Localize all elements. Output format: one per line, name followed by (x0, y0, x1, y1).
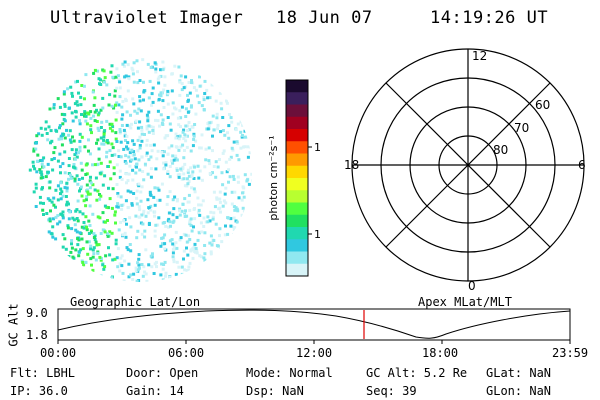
orbit-x-tick-0000: 00:00 (40, 346, 77, 360)
speckle-layer (28, 58, 252, 282)
orbit-altitude-curve (57, 309, 571, 339)
info-gain: Gain: 14 (126, 384, 184, 398)
info-filter: Flt: LBHL (10, 366, 76, 380)
colorbar-band (286, 153, 308, 167)
colorbar-band (286, 214, 308, 228)
colorbar-band (286, 251, 308, 265)
colorbar-band (286, 165, 308, 179)
orbit-x-tick-1200: 12:00 (296, 346, 333, 360)
orbit-x-tick-0600: 06:00 (168, 346, 205, 360)
lat-label-80: 80 (493, 143, 508, 157)
app-title: Ultraviolet Imager (50, 8, 244, 28)
colorbar-band (286, 129, 308, 142)
date-label: 18 Jun 07 (276, 8, 373, 28)
info-ip: IP: 36.0 (10, 384, 68, 398)
colorbar-unit-label: photon cm⁻²s⁻¹ (267, 135, 280, 220)
info-dsp: Dsp: NaN (246, 384, 304, 398)
colorbar-band (286, 263, 308, 277)
info-glat: GLat: NaN (486, 366, 552, 380)
info-door: Door: Open (126, 366, 199, 380)
lat-label-60: 60 (535, 98, 550, 112)
uv-earth-image (28, 58, 252, 282)
mlt-label-12: 12 (472, 49, 487, 63)
orbit-plot (57, 308, 571, 344)
colorbar-band (286, 227, 308, 240)
colorbar-band (286, 178, 308, 191)
colorbar-band (286, 80, 308, 93)
orbit-x-tick-1800: 18:00 (422, 346, 459, 360)
colorbar-band (286, 190, 308, 203)
colorbar-tick-10: 10 (314, 228, 320, 241)
colorbar: 100 10 photon cm⁻²s⁻¹ (267, 79, 320, 277)
colorbar-band (286, 141, 308, 154)
colorbar-band (286, 92, 308, 105)
mlt-label-18: 18 (344, 158, 359, 172)
info-seq: Seq: 39 (366, 384, 417, 398)
orbit-left-label: Geographic Lat/Lon (70, 295, 201, 309)
mlt-label-0: 0 (468, 279, 476, 293)
lat-label-70: 70 (514, 121, 529, 135)
info-gc-alt: GC Alt: 5.2 Re (366, 366, 468, 380)
orbit-y-axis-title: GC Alt (6, 303, 21, 347)
mlt-label-6: 6 (578, 158, 586, 172)
polar-plot: 12 18 6 0 60 70 80 (344, 48, 586, 293)
time-label: 14:19:26 UT (430, 8, 549, 28)
colorbar-tick-100: 100 (314, 141, 320, 154)
orbit-right-label: Apex MLat/MLT (418, 295, 512, 309)
colorbar-band (286, 202, 308, 216)
polar-diagonal-2 (385, 82, 551, 248)
info-glon: GLon: NaN (486, 384, 552, 398)
orbit-x-tick-2359: 23:59 (552, 346, 589, 360)
colorbar-band (286, 104, 308, 118)
info-mode: Mode: Normal (246, 366, 333, 380)
colorbar-band (286, 239, 308, 252)
colorbar-gradient (286, 80, 308, 277)
orbit-y-tick-max: 9.0 (26, 306, 48, 320)
orbit-y-tick-min: 1.8 (26, 328, 48, 342)
colorbar-band (286, 116, 308, 130)
